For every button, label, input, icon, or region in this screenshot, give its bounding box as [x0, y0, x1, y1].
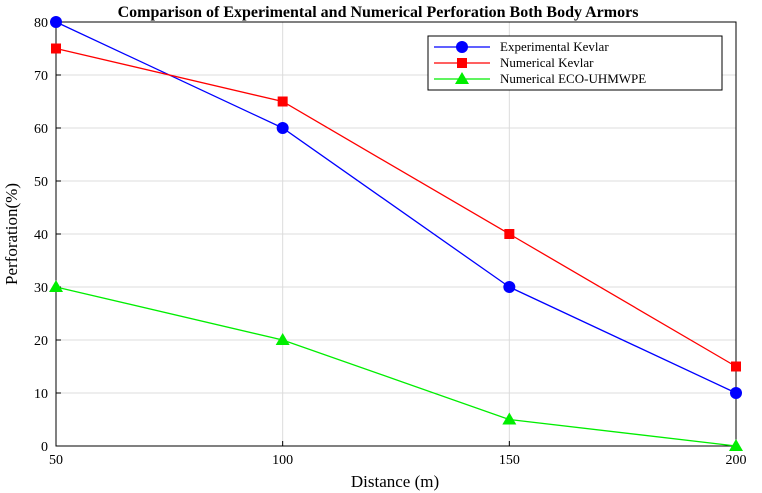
data-point-experimental-kevlar — [730, 387, 742, 399]
legend-marker-numerical-kevlar — [457, 58, 467, 68]
data-point-experimental-kevlar — [276, 122, 289, 134]
chart-title: Comparison of Experimental and Numerical… — [118, 4, 639, 21]
y-axis-ticks: 0 10 20 30 40 50 60 70 80 — [34, 16, 61, 455]
y-tick-label: 60 — [34, 122, 48, 137]
data-point-numerical-kevlar — [731, 361, 741, 372]
series-line-numerical-kevlar — [55, 47, 737, 368]
series-line-numerical-eco-uhmwpe — [55, 286, 737, 447]
y-tick-label: 70 — [34, 69, 48, 84]
x-tick-label: 100 — [272, 453, 293, 468]
data-point-numerical-kevlar — [277, 96, 288, 107]
y-tick-label: 30 — [34, 281, 48, 296]
data-point-experimental-kevlar — [503, 281, 516, 293]
series-lines — [55, 21, 737, 447]
y-tick-label: 80 — [34, 16, 48, 31]
x-axis-label: Distance (m) — [351, 472, 439, 491]
y-tick-label: 0 — [41, 440, 48, 455]
x-tick-label: 200 — [726, 453, 747, 468]
data-point-numerical-eco-uhmwpe — [502, 412, 517, 425]
x-axis-ticks: 50 100 150 200 — [49, 441, 747, 468]
data-point-numerical-kevlar — [504, 229, 515, 239]
legend-label-numerical-kevlar: Numerical Kevlar — [500, 55, 594, 70]
y-tick-label: 20 — [34, 334, 48, 349]
y-tick-label: 10 — [34, 387, 48, 402]
x-tick-label: 150 — [499, 453, 520, 468]
data-point-numerical-eco-uhmwpe — [49, 280, 63, 292]
data-point-experimental-kevlar — [50, 16, 62, 28]
legend-marker-numerical-eco-uhmwpe — [455, 72, 469, 84]
data-point-numerical-kevlar — [51, 43, 61, 54]
legend-marker-experimental-kevlar — [456, 41, 468, 53]
y-axis-label: Perforation(%) — [2, 183, 21, 285]
legend-label-numerical-eco-uhmwpe: Numerical ECO-UHMWPE — [500, 71, 646, 86]
x-tick-label: 50 — [49, 453, 63, 468]
y-tick-label: 40 — [34, 228, 48, 243]
legend-label-experimental-kevlar: Experimental Kevlar — [500, 39, 609, 54]
data-point-numerical-eco-uhmwpe — [729, 439, 743, 451]
y-tick-label: 50 — [34, 175, 48, 190]
data-point-numerical-eco-uhmwpe — [275, 333, 290, 345]
series-markers — [49, 16, 743, 451]
